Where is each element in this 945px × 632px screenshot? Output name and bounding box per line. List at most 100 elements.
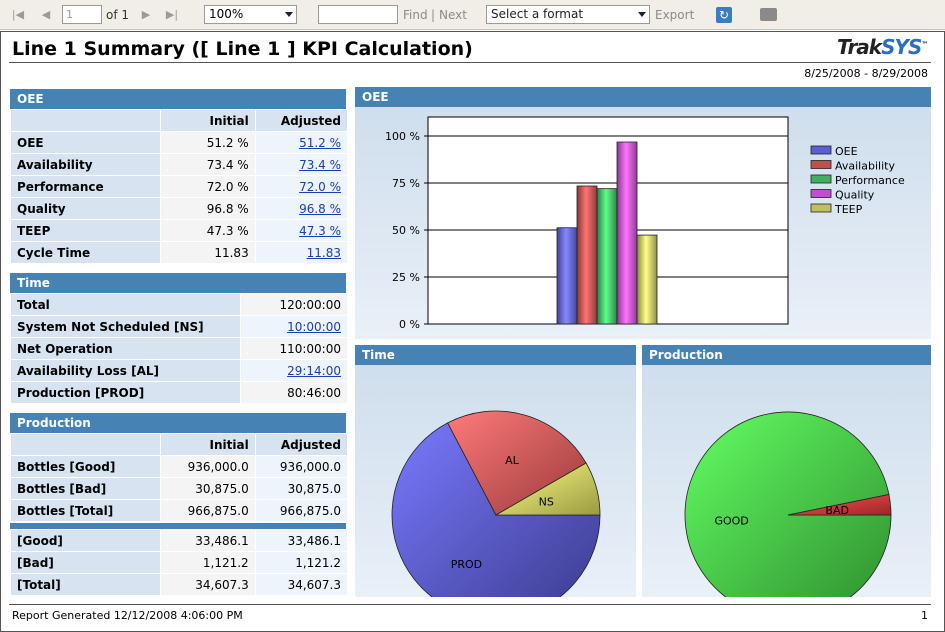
initial-value: 1,121.2 <box>160 551 256 574</box>
adjusted-link[interactable]: 51.2 % <box>299 135 341 150</box>
initial-value: 966,875.0 <box>160 499 256 522</box>
table-row: Availability Loss [AL] 29:14:00 <box>10 359 348 382</box>
row-label: OEE <box>9 131 162 154</box>
find-input[interactable] <box>318 5 398 24</box>
chevron-down-icon <box>285 12 293 17</box>
production-table: Initial Adjusted Bottles [Good] 936,000.… <box>9 433 349 522</box>
oee-bar-chart: 0 % 25 % 50 % 75 % 100 % OEE AvailabilityPerfo… <box>385 116 905 331</box>
initial-value: 47.3 % <box>160 219 256 242</box>
export-format-select[interactable]: Select a format <box>486 5 650 24</box>
row-value-link[interactable]: 29:14:00 <box>287 363 341 378</box>
adjusted-value: 33,486.1 <box>254 529 349 552</box>
production-chart-panel: GOOD BAD <box>642 365 931 619</box>
adjusted-link[interactable]: 72.0 % <box>299 179 341 194</box>
production-pie-chart: GOOD BAD <box>684 411 892 619</box>
bar-teep <box>636 234 658 325</box>
export-link[interactable]: Export <box>655 8 695 22</box>
find-next-link[interactable]: Next <box>439 8 467 22</box>
next-page-icon[interactable]: ▶ <box>141 8 151 21</box>
adjusted-value: 936,000.0 <box>254 455 349 478</box>
col-adjusted: Adjusted <box>254 109 349 132</box>
last-page-icon[interactable]: ▶| <box>165 8 179 21</box>
pie-label: BAD <box>825 504 849 517</box>
initial-value: 96.8 % <box>160 197 256 220</box>
production-chart-header: Production <box>642 345 931 365</box>
initial-value: 72.0 % <box>160 175 256 198</box>
previous-page-icon[interactable]: ◀ <box>41 8 51 21</box>
row-label: Bottles [Total] <box>9 499 162 522</box>
traksys-logo: TrakSYS™ <box>837 35 928 59</box>
table-row: [Good] 33,486.1 33,486.1 <box>9 529 349 552</box>
adjusted-link[interactable]: 73.4 % <box>299 157 341 172</box>
pie-label: GOOD <box>714 515 748 528</box>
section-separator <box>10 523 346 529</box>
row-label: Total <box>10 293 241 316</box>
row-label: Production [PROD] <box>10 381 241 404</box>
find-link[interactable]: Find <box>403 8 428 22</box>
print-icon[interactable] <box>760 8 777 21</box>
row-value: 110:00:00 <box>240 337 348 360</box>
pie-label: PROD <box>451 558 482 571</box>
initial-value: 73.4 % <box>160 153 256 176</box>
row-label: TEEP <box>9 219 162 242</box>
row-label: Availability Loss [AL] <box>10 359 241 382</box>
report-toolbar: |◀ ◀ 1 of 1 ▶ ▶| 100% Find | Next Select… <box>0 0 945 30</box>
initial-value: 33,486.1 <box>160 529 256 552</box>
row-label: Bottles [Bad] <box>9 477 162 500</box>
title-divider <box>9 62 931 63</box>
legend-swatch <box>810 160 832 169</box>
legend-swatch <box>810 174 832 184</box>
adjusted-value: 30,875.0 <box>254 477 349 500</box>
legend-label: Performance <box>835 174 905 187</box>
pie-label: AL <box>505 454 520 467</box>
y-tick-label: 75 % <box>392 177 420 190</box>
row-label: Quality <box>9 197 162 220</box>
adjusted-link[interactable]: 47.3 % <box>299 223 341 238</box>
initial-value: 936,000.0 <box>160 455 256 478</box>
legend-label: OEE <box>835 145 858 158</box>
table-row: Total 120:00:00 <box>10 293 348 316</box>
logo-accent: SYS <box>881 35 922 59</box>
time-table: Total 120:00:00 System Not Scheduled [NS… <box>10 293 348 404</box>
adjusted-link[interactable]: 96.8 % <box>299 201 341 216</box>
table-row: Quality 96.8 % 96.8 % <box>9 197 349 220</box>
pie-slice-al <box>447 410 587 516</box>
y-tick-label: 100 % <box>385 130 420 143</box>
refresh-icon[interactable]: ↻ <box>716 7 732 23</box>
oee-chart-header: OEE <box>355 87 931 107</box>
bar-quality <box>616 141 638 325</box>
legend-label: TEEP <box>834 203 863 216</box>
col-initial: Initial <box>160 109 256 132</box>
pie-slice-ns <box>494 462 601 516</box>
y-tick-label: 0 % <box>399 318 420 331</box>
table-row: OEE 51.2 % 51.2 % <box>9 131 349 154</box>
oee-table-header: OEE <box>10 89 346 109</box>
time-table-header: Time <box>10 273 346 293</box>
first-page-icon[interactable]: |◀ <box>11 8 25 21</box>
pie-label: NS <box>539 496 554 509</box>
time-chart-panel: PROD AL NS <box>355 365 636 620</box>
adjusted-link[interactable]: 11.83 <box>306 245 341 260</box>
report-generated-label: Report Generated 12/12/2008 4:06:00 PM <box>12 609 243 622</box>
row-label: System Not Scheduled [NS] <box>10 315 241 338</box>
table-row: TEEP 47.3 % 47.3 % <box>9 219 349 242</box>
page-number-input[interactable]: 1 <box>62 5 102 24</box>
row-label: [Total] <box>9 573 162 596</box>
table-row: [Bad] 1,121.2 1,121.2 <box>9 551 349 574</box>
bar-performance <box>596 188 618 325</box>
zoom-select[interactable]: 100% <box>204 5 297 24</box>
row-value: 120:00:00 <box>240 293 348 316</box>
production-table-header: Production <box>10 413 346 433</box>
legend-swatch <box>810 189 832 198</box>
row-label: Performance <box>9 175 162 198</box>
adjusted-value: 1,121.2 <box>254 551 349 574</box>
legend-swatch <box>810 145 832 155</box>
row-value-link[interactable]: 10:00:00 <box>287 319 341 334</box>
table-row: Bottles [Bad] 30,875.0 30,875.0 <box>9 477 349 500</box>
zoom-value: 100% <box>209 7 244 21</box>
col-initial: Initial <box>160 433 256 456</box>
table-row: Net Operation 110:00:00 <box>10 337 348 360</box>
row-label: [Good] <box>9 529 162 552</box>
table-row: Cycle Time 11.83 11.83 <box>9 241 349 264</box>
logo-tm: ™ <box>921 40 928 49</box>
